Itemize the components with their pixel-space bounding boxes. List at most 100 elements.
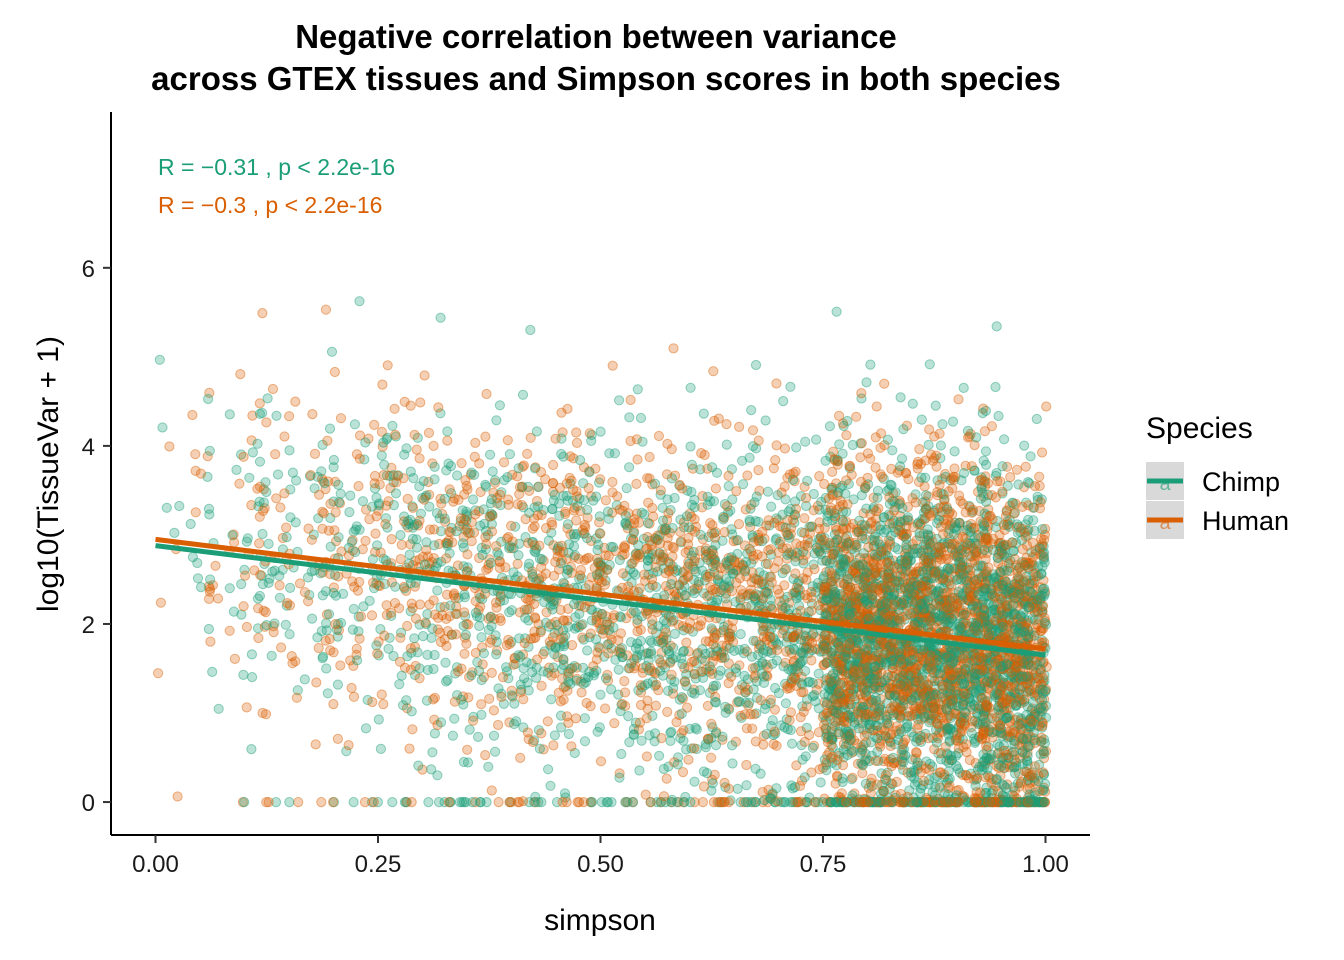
point-human	[689, 564, 700, 575]
point-human	[578, 797, 589, 808]
point-chimp	[922, 580, 934, 591]
point-chimp	[944, 735, 955, 746]
point-human	[802, 635, 813, 646]
point-chimp	[1014, 588, 1025, 599]
point-human	[888, 700, 899, 711]
point-human	[632, 626, 643, 637]
point-chimp	[862, 678, 873, 689]
point-human	[886, 615, 897, 626]
point-chimp	[626, 577, 637, 588]
point-chimp	[808, 488, 819, 500]
point-chimp	[892, 520, 903, 531]
point-human	[294, 578, 306, 589]
point-human	[353, 481, 364, 492]
point-human	[947, 663, 958, 674]
point-chimp	[865, 359, 876, 370]
point-chimp	[987, 785, 999, 796]
point-human	[998, 704, 1010, 716]
point-human	[917, 684, 928, 695]
point-chimp	[875, 797, 886, 808]
point-chimp	[1029, 690, 1041, 701]
point-human	[990, 651, 1001, 662]
point-chimp	[548, 495, 559, 506]
point-human	[781, 553, 793, 564]
point-chimp	[462, 562, 473, 573]
point-chimp	[817, 555, 828, 566]
point-human	[877, 596, 889, 608]
point-human	[709, 415, 720, 426]
point-chimp	[877, 656, 888, 668]
point-human	[548, 459, 559, 471]
point-chimp	[422, 649, 433, 661]
point-chimp	[981, 663, 992, 674]
point-chimp	[965, 681, 976, 692]
point-human	[343, 740, 354, 751]
point-human	[750, 736, 761, 747]
point-human	[514, 797, 525, 808]
point-chimp	[247, 672, 258, 683]
point-chimp	[912, 518, 923, 530]
point-chimp	[1014, 575, 1025, 586]
point-chimp	[366, 797, 378, 808]
point-human	[553, 564, 565, 575]
point-chimp	[192, 557, 203, 569]
points-layer	[153, 296, 1052, 808]
point-chimp	[750, 763, 761, 774]
point-human	[1020, 582, 1031, 594]
point-human	[403, 522, 414, 533]
point-human	[843, 601, 855, 612]
point-human	[212, 593, 224, 604]
point-human	[1021, 686, 1032, 697]
point-human	[329, 525, 340, 536]
point-chimp	[246, 649, 257, 660]
point-chimp	[944, 773, 955, 784]
point-human	[367, 696, 378, 708]
point-chimp	[415, 508, 427, 519]
point-chimp	[947, 416, 959, 427]
point-human	[620, 700, 631, 712]
point-chimp	[246, 744, 257, 755]
point-human	[1027, 502, 1039, 513]
point-human	[235, 369, 246, 380]
point-human	[812, 644, 824, 655]
point-human	[964, 596, 975, 607]
point-chimp	[882, 587, 893, 598]
point-human	[972, 717, 983, 728]
point-chimp	[970, 547, 981, 558]
point-human	[812, 544, 823, 555]
point-human	[316, 797, 327, 808]
point-human	[843, 709, 854, 720]
point-chimp	[491, 649, 502, 660]
point-human	[766, 577, 777, 588]
point-chimp	[637, 436, 648, 447]
point-human	[849, 735, 860, 746]
point-chimp	[645, 635, 656, 646]
point-chimp	[379, 459, 390, 470]
point-chimp	[907, 398, 918, 409]
point-human	[771, 440, 782, 451]
point-human	[299, 587, 310, 598]
point-human	[820, 608, 831, 619]
point-human	[874, 710, 885, 721]
point-human	[836, 656, 847, 668]
point-chimp	[876, 580, 887, 591]
point-chimp	[614, 395, 625, 406]
point-human	[579, 528, 590, 539]
point-human	[229, 653, 240, 665]
point-chimp	[860, 778, 872, 789]
point-human	[878, 756, 890, 767]
point-chimp	[898, 701, 909, 712]
point-human	[710, 526, 721, 538]
point-chimp	[357, 496, 368, 507]
point-human	[994, 797, 1005, 808]
point-human	[790, 466, 801, 477]
point-human	[978, 491, 989, 502]
point-human	[1002, 622, 1013, 633]
point-human	[396, 539, 407, 551]
point-chimp	[426, 632, 437, 644]
point-chimp	[968, 699, 980, 711]
point-chimp	[778, 661, 789, 672]
point-chimp	[909, 779, 921, 790]
point-human	[1023, 603, 1034, 615]
point-human	[275, 502, 286, 513]
